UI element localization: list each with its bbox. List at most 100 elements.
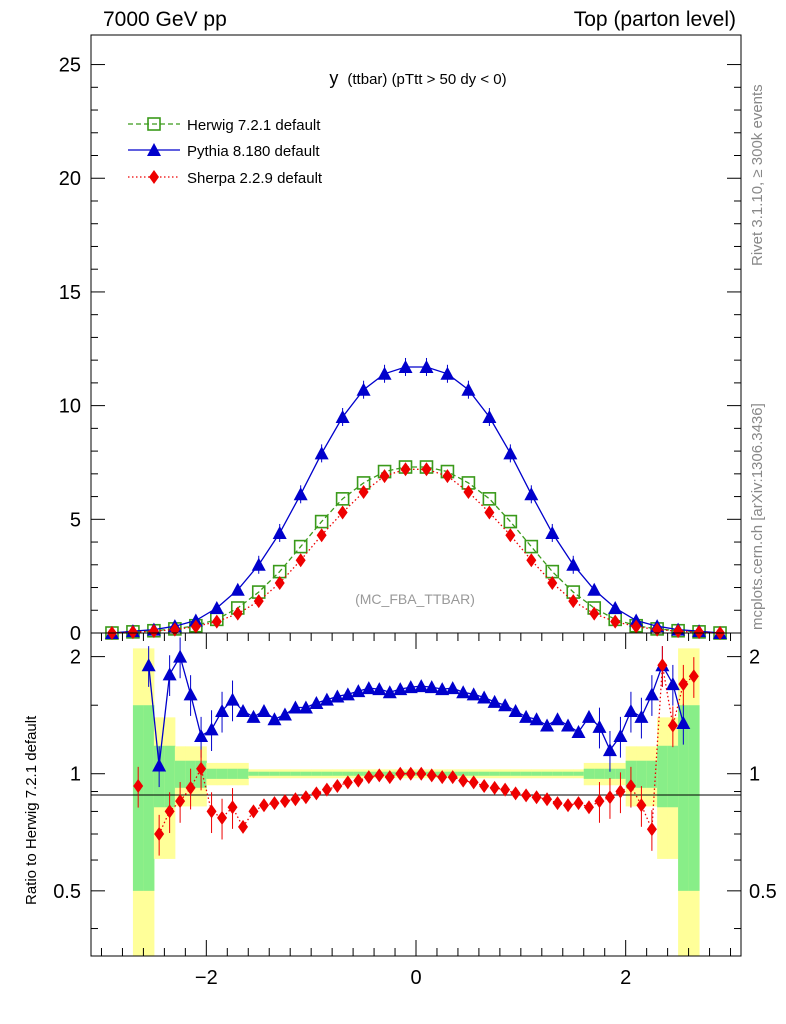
main-point-pythia	[461, 382, 476, 396]
ratio-point-sherpa	[363, 770, 374, 785]
ratio-band-green	[174, 760, 186, 788]
ratio-ytick-label-right: 0.5	[749, 881, 777, 903]
ratio-point-sherpa	[405, 766, 416, 781]
ratio-point-pythia	[246, 709, 261, 723]
ratio-point-sherpa	[583, 800, 594, 815]
ratio-point-pythia	[487, 694, 502, 708]
main-point-pythia	[524, 487, 539, 501]
main-point-herwig	[314, 514, 329, 529]
analysis-annotation: (MC_FBA_TTBAR)	[355, 591, 475, 607]
ratio-plot-panel: 0.5 0.5 1 1 2 2 −2 0 2	[53, 632, 777, 989]
ratio-point-sherpa	[196, 761, 207, 776]
ratio-point-pythia	[236, 703, 251, 717]
ratio-band-green	[248, 771, 260, 776]
legend-entry-herwig: Herwig 7.2.1 default	[128, 117, 321, 134]
ratio-point-pythia	[540, 718, 555, 732]
main-point-pythia	[545, 525, 560, 539]
ratio-point-sherpa	[206, 804, 217, 819]
ratio-point-pythia	[602, 743, 617, 757]
ratio-point-pythia	[519, 709, 534, 723]
ratio-point-pythia	[319, 692, 334, 706]
ratio-point-sherpa	[667, 718, 678, 733]
ratio-point-sherpa	[531, 790, 542, 805]
ratio-point-sherpa	[521, 788, 532, 803]
ratio-point-sherpa	[489, 780, 500, 795]
ratio-point-pythia	[414, 679, 429, 693]
ratio-band-green	[594, 768, 606, 779]
ratio-point-sherpa	[646, 822, 657, 837]
ratio-band-green	[678, 705, 690, 891]
ratio-point-sherpa	[657, 658, 668, 673]
ratio-point-sherpa	[678, 677, 689, 692]
ratio-band-green	[520, 771, 532, 776]
ratio-band-green	[269, 771, 281, 776]
main-point-sherpa	[484, 505, 495, 520]
ratio-band-green	[290, 771, 302, 776]
main-point-sherpa	[295, 553, 306, 568]
ratio-band-green	[531, 771, 543, 776]
ratio-point-pythia	[288, 700, 303, 714]
mcplots-label: mcplots.cern.ch [arXiv:1306.3436]	[749, 403, 766, 630]
main-point-pythia	[440, 366, 455, 380]
ratio-point-sherpa	[133, 778, 144, 793]
main-point-sherpa	[232, 606, 243, 621]
ratio-point-pythia	[561, 718, 576, 732]
main-point-pythia	[314, 446, 329, 460]
ratio-point-pythia	[581, 709, 596, 723]
main-point-herwig	[524, 539, 539, 554]
main-point-herwig	[335, 492, 350, 506]
main-point-pythia	[503, 446, 518, 460]
main-point-herwig	[482, 492, 497, 506]
ratio-point-sherpa	[563, 798, 574, 813]
main-point-sherpa	[127, 625, 138, 640]
ratio-point-sherpa	[636, 798, 647, 813]
ratio-point-pythia	[194, 729, 209, 743]
ratio-band-green	[667, 745, 679, 808]
ratio-band-green	[311, 771, 323, 776]
ratio-point-sherpa	[175, 794, 186, 809]
ratio-point-pythia	[340, 687, 355, 701]
ratio-point-pythia	[592, 719, 607, 733]
ratio-point-sherpa	[269, 796, 280, 811]
ratio-band-green	[583, 768, 595, 779]
ratio-band-green	[646, 760, 658, 788]
ratio-point-pythia	[623, 703, 638, 717]
ratio-point-sherpa	[227, 800, 238, 815]
ratio-point-pythia	[215, 703, 230, 717]
ratio-point-sherpa	[552, 796, 563, 811]
main-point-pythia	[587, 582, 602, 596]
ratio-point-sherpa	[154, 826, 165, 841]
ratio-plot-frame	[90, 632, 742, 957]
main-point-sherpa	[694, 625, 705, 640]
main-point-pythia	[293, 487, 308, 501]
ratio-point-pythia	[225, 692, 240, 706]
main-point-sherpa	[337, 505, 348, 520]
main-point-sherpa	[610, 614, 621, 629]
ratio-band-green	[321, 771, 333, 776]
legend-label-sherpa: Sherpa 2.2.9 default	[187, 170, 323, 187]
main-point-sherpa	[442, 469, 453, 484]
ratio-ytick-label-right: 1	[749, 764, 760, 786]
main-point-pythia	[209, 600, 224, 614]
ratio-point-pythia	[173, 649, 188, 663]
ratio-point-pythia	[550, 712, 565, 726]
ratio-point-pythia	[361, 681, 376, 695]
ratio-band-green	[258, 771, 270, 776]
main-point-sherpa	[631, 619, 642, 634]
main-point-sherpa	[421, 462, 432, 477]
ratio-point-sherpa	[300, 790, 311, 805]
ratio-point-sherpa	[604, 790, 615, 805]
ratio-point-sherpa	[426, 768, 437, 783]
ratio-band-green	[489, 771, 501, 776]
legend-label-herwig: Herwig 7.2.1 default	[187, 117, 321, 134]
ratio-line-sherpa	[158, 665, 695, 835]
main-point-herwig	[293, 539, 308, 554]
ratio-xtick-label: 2	[620, 967, 631, 989]
ratio-point-sherpa	[217, 810, 228, 825]
ratio-band-green	[332, 771, 344, 776]
ratio-point-sherpa	[342, 775, 353, 790]
ratio-point-pythia	[277, 707, 292, 721]
ratio-band-green	[206, 768, 218, 779]
ratio-point-pythia	[152, 758, 167, 772]
